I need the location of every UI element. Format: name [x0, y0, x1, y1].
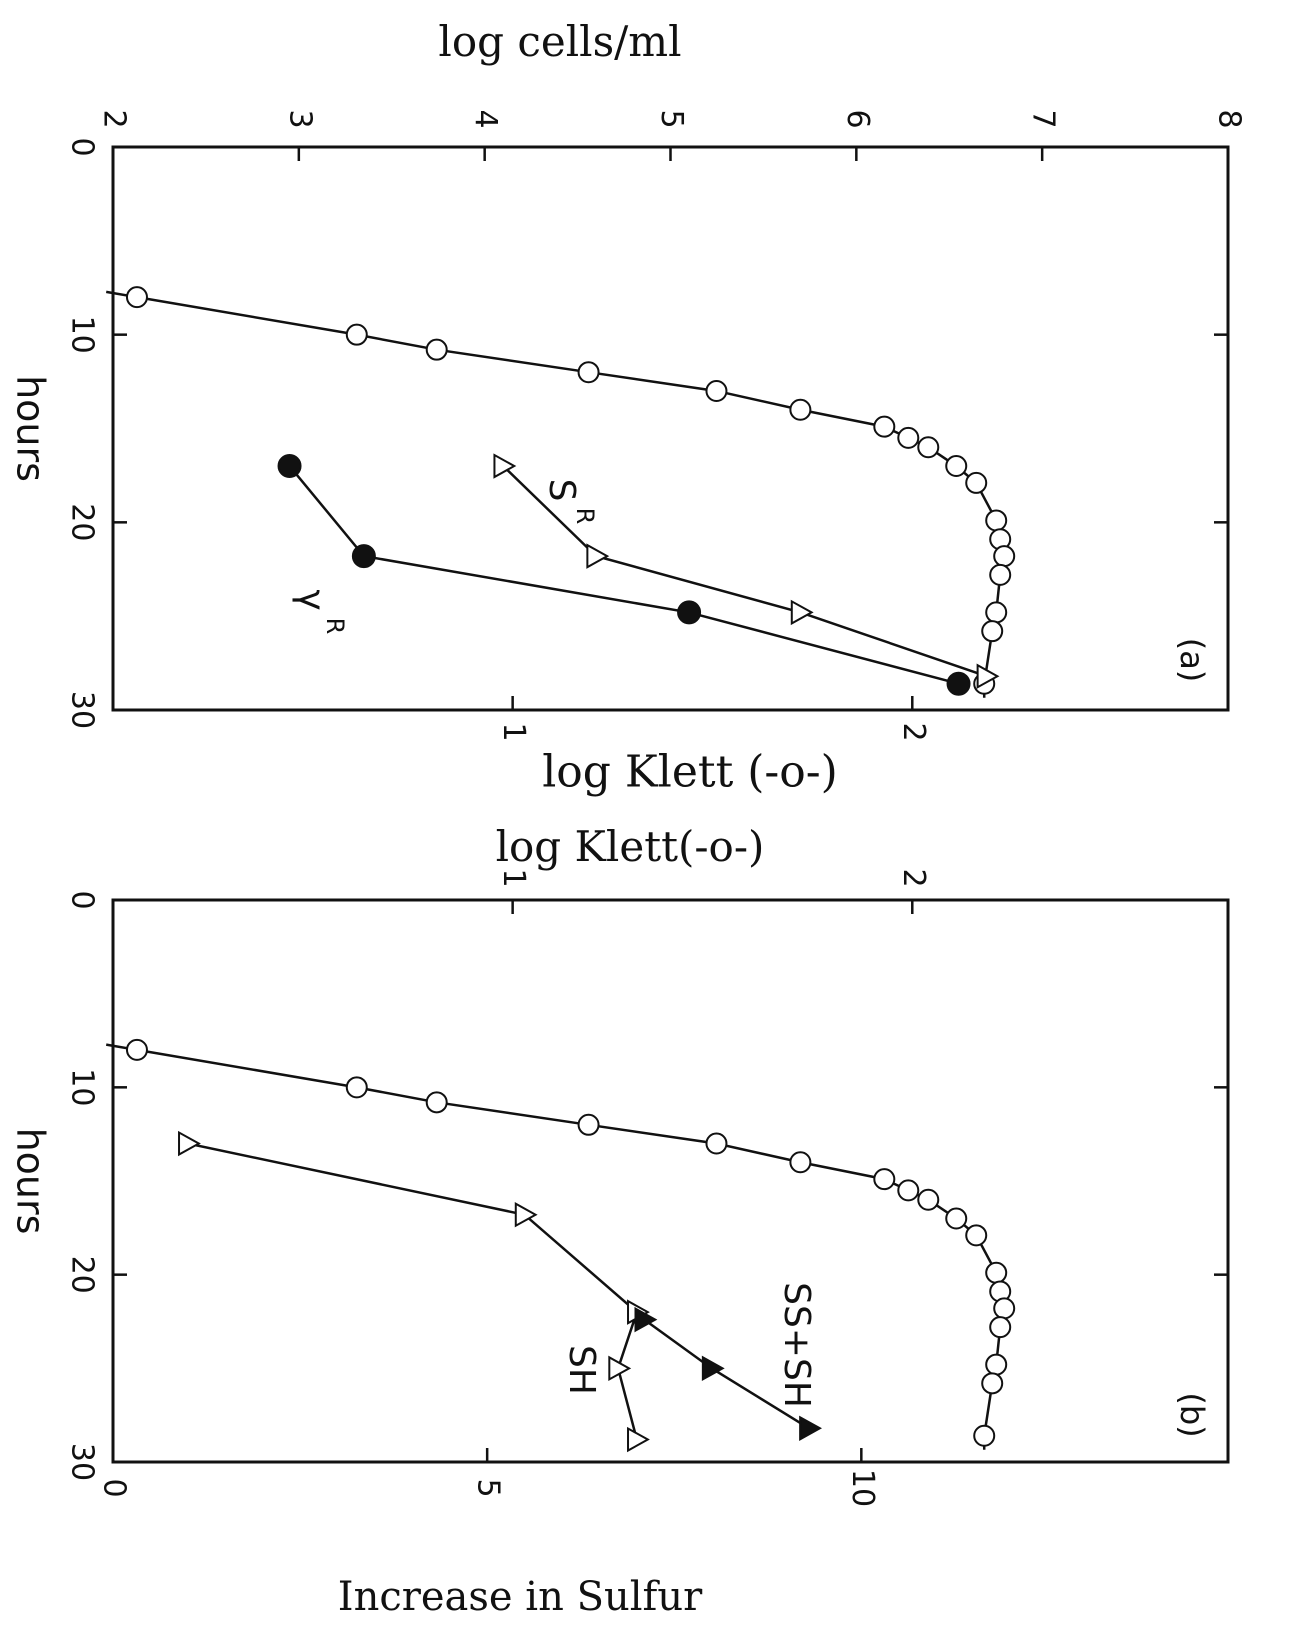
data-point-open-circle-11: [985, 1261, 1008, 1284]
data-point-open-circle-15: [985, 1353, 1008, 1376]
cells-axis-label: log cells/ml: [438, 17, 681, 66]
data-point-open-circle-9: [945, 455, 968, 478]
data-point-open-circle-16: [981, 620, 1004, 643]
data-point-open-circle-9: [945, 1207, 968, 1230]
data-point-open-triangle-3: [608, 1355, 632, 1382]
data-point-open-circle-10: [965, 1224, 988, 1247]
data-point-open-circle-0: [125, 286, 148, 309]
sulfur-tick-label: 5: [471, 1478, 506, 1497]
series-label-sssh: SS+SH: [776, 1282, 817, 1408]
plot-frame: [111, 145, 1230, 712]
panel-b: 0 10 20 30 hours 1 2 log Klett(-o-) 0 5 10 Increase…: [9, 822, 1230, 1620]
data-point-filled-circle-3: [946, 671, 971, 696]
cells-tick-label: 3: [282, 109, 317, 128]
series-name: SS+SH: [776, 1282, 817, 1408]
series-name: SH: [561, 1345, 602, 1395]
hour-tick-label: 10: [65, 1068, 100, 1106]
data-point-open-circle-3: [577, 1113, 600, 1136]
data-point-open-circle-5: [789, 1151, 812, 1174]
x-axis-label: hours: [9, 375, 53, 482]
cells-tick-label: 2: [97, 109, 132, 128]
hour-tick-label: 0: [65, 137, 100, 156]
cells-tick-label: 4: [468, 109, 503, 128]
hour-tick-label: 10: [65, 316, 100, 354]
series-label-: γR: [291, 589, 349, 634]
data-point-open-circle-0: [125, 1038, 148, 1061]
data-point-open-triangle-4: [627, 1426, 650, 1453]
klett-tick-label: 1: [496, 722, 531, 741]
data-point-open-circle-6: [873, 1168, 896, 1191]
data-point-open-circle-8: [917, 436, 940, 459]
hour-tick-label: 30: [65, 1443, 100, 1481]
hour-tick-label: 20: [65, 503, 100, 541]
data-point-open-circle-5: [789, 398, 812, 421]
cells-tick-label: 6: [840, 109, 875, 128]
series-line-0: [105, 1043, 1006, 1450]
hour-tick-label: 20: [65, 1256, 100, 1294]
klett-tick-label: 1: [496, 868, 531, 887]
data-point-open-triangle-0: [493, 453, 517, 479]
data-point-open-circle-11: [985, 509, 1008, 532]
series-label-sh: SH: [561, 1345, 602, 1395]
data-point-open-circle-15: [985, 601, 1008, 624]
data-point-open-circle-4: [705, 1132, 728, 1155]
data-point-open-circle-13: [993, 1297, 1016, 1320]
sulfur-tick-label: 0: [97, 1478, 132, 1497]
data-point-filled-triangle-2: [799, 1415, 822, 1441]
x-axis-label: hours: [9, 1128, 53, 1235]
data-point-open-circle-8: [917, 1188, 940, 1211]
klett-tick-label: 2: [896, 868, 931, 887]
klett-axis-label: log Klett(-o-): [496, 822, 765, 871]
data-point-open-circle-2: [425, 1091, 448, 1114]
series-line-1: [187, 1142, 639, 1440]
data-point-open-circle-6: [873, 415, 896, 438]
data-point-filled-triangle-0: [634, 1306, 658, 1333]
hour-tick-label: 30: [65, 691, 100, 729]
plot-frame: [111, 898, 1230, 1464]
panel-label: (b): [1173, 1392, 1211, 1437]
series-name: γ: [291, 589, 332, 610]
data-point-open-circle-7: [897, 1179, 920, 1202]
series-superscript: R: [571, 508, 599, 525]
data-point-open-circle-7: [897, 426, 920, 449]
panel-a: 0 10 20 30 hours 2 3 4 5 6 7 8 log cells/ml 1 2 log Kle…: [9, 17, 1247, 798]
series-line-2: [288, 465, 959, 685]
data-point-open-circle-4: [705, 379, 728, 402]
sulfur-axis-label: Increase in Sulfur: [338, 1574, 703, 1620]
data-point-open-circle-1: [345, 323, 368, 346]
series-line-1: [502, 465, 987, 678]
data-point-open-circle-10: [965, 471, 988, 494]
data-point-open-triangle-0: [178, 1130, 201, 1157]
klett-axis-label: log Klett (-o-): [542, 747, 838, 798]
sulfur-tick-label: 10: [845, 1469, 880, 1507]
data-point-filled-circle-2: [677, 600, 702, 625]
cells-tick-label: 5: [654, 109, 689, 128]
data-point-open-triangle-1: [514, 1202, 538, 1228]
data-point-open-triangle-1: [586, 543, 610, 569]
series-name: S: [541, 479, 582, 502]
cells-tick-label: 8: [1212, 109, 1247, 128]
data-point-open-circle-13: [993, 545, 1016, 568]
series-label-s: SR: [541, 479, 599, 525]
data-point-open-circle-14: [989, 563, 1012, 586]
panel-label: (a): [1173, 638, 1211, 683]
data-point-filled-circle-0: [277, 454, 302, 479]
series-superscript: R: [321, 618, 349, 635]
data-point-open-circle-2: [425, 338, 448, 361]
klett-tick-label: 2: [896, 722, 931, 741]
data-point-open-circle-17: [973, 1424, 996, 1447]
data-point-open-circle-14: [989, 1316, 1012, 1339]
data-point-open-circle-1: [345, 1076, 368, 1099]
hour-tick-label: 0: [65, 890, 100, 909]
data-point-filled-triangle-1: [701, 1355, 725, 1382]
data-point-open-triangle-2: [790, 599, 814, 626]
data-point-open-triangle-3: [976, 663, 1000, 689]
data-point-filled-circle-1: [351, 544, 376, 569]
data-point-open-circle-16: [981, 1372, 1004, 1395]
data-point-open-circle-3: [577, 361, 600, 384]
cells-tick-label: 7: [1026, 109, 1061, 128]
